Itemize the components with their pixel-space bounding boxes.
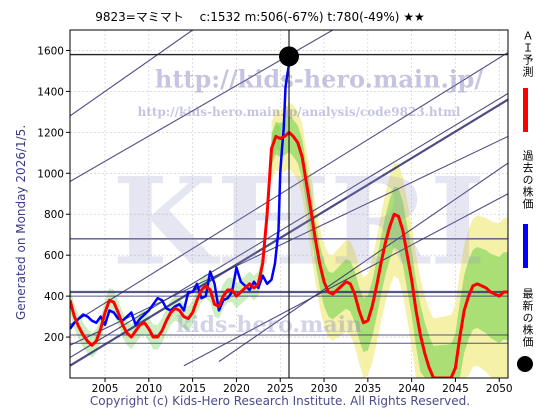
x-tick-label: 2010 xyxy=(135,383,162,395)
legend-latest-dot xyxy=(517,356,533,372)
y-tick-label: 1000 xyxy=(37,168,64,180)
y-tick-label: 800 xyxy=(44,209,64,221)
legend-latest-label: 最新の株価 xyxy=(521,288,534,348)
legend-ai-swatch xyxy=(523,88,528,132)
trend-line xyxy=(70,30,193,117)
x-tick-label: 2035 xyxy=(354,383,381,395)
legend-ai-prediction: ＡＩ予測 xyxy=(515,30,539,132)
trend-line xyxy=(218,162,508,363)
x-axis: 2005 2010 2015 2020 2025 2030 2035 2040 2045 2050 xyxy=(92,378,513,395)
latest-price-dot xyxy=(279,46,299,67)
y-tick-label: 1600 xyxy=(37,45,64,57)
watermark-lower: kids-hero.main xyxy=(176,312,362,338)
x-tick-label: 2050 xyxy=(486,383,513,395)
trend-line xyxy=(183,193,508,367)
y-tick-label: 1400 xyxy=(37,86,64,98)
watermark-analysis-url: http://kids-hero.main.jp/analysis/code98… xyxy=(138,105,461,119)
x-tick-label: 2040 xyxy=(398,383,425,395)
x-tick-label: 2025 xyxy=(267,383,294,395)
forecast-band-inner xyxy=(271,116,508,378)
chart-title: 9823=マミマト c:1532 m:506(-67%) t:780(-49%)… xyxy=(95,10,425,24)
y-tick-label: 200 xyxy=(44,332,64,344)
copyright: Copyright (c) Kids-Hero Research Institu… xyxy=(89,394,471,408)
x-tick-label: 2020 xyxy=(223,383,250,395)
legend-ai-label: ＡＩ予測 xyxy=(521,30,534,78)
y-tick-label: 1200 xyxy=(37,127,64,139)
watermarks: KHRI http://kids-hero.main.jp/http://kids… xyxy=(112,64,486,338)
watermark-url: http://kids-hero.main.jp/ xyxy=(155,64,483,93)
y-tick-label: 600 xyxy=(44,250,64,262)
x-tick-label: 2015 xyxy=(179,383,206,395)
legend-past-swatch xyxy=(523,224,528,268)
plot-frame xyxy=(69,29,509,379)
x-tick-label: 2045 xyxy=(442,383,469,395)
y-tick-label: 400 xyxy=(44,291,64,303)
x-tick-label: 2005 xyxy=(92,383,119,395)
past-price-line xyxy=(70,64,291,330)
y-axis: 200 400 600 800 1000 1200 1400 1600 xyxy=(37,45,70,344)
watermark-big: KHRI xyxy=(112,151,486,292)
legend-past-price: 過去の株価 xyxy=(515,150,539,268)
generated-date: Generated on Monday 2026/1/5. xyxy=(14,124,28,320)
x-tick-label: 2030 xyxy=(311,383,338,395)
legend-past-label: 過去の株価 xyxy=(521,150,534,210)
legend-latest-price: 最新の株価 xyxy=(515,288,539,388)
